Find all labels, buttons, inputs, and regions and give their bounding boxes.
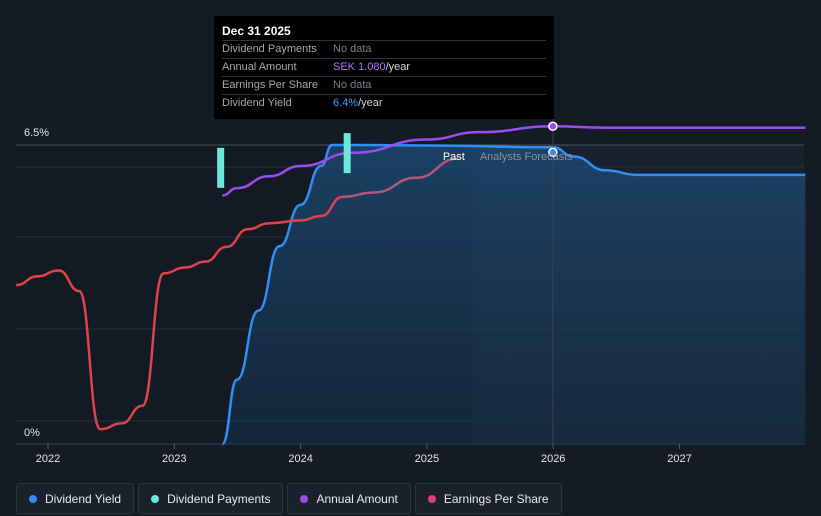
tooltip-label: Dividend Yield [222, 97, 292, 109]
earnings-per-share-line [16, 195, 343, 431]
tooltip-value: No data [333, 43, 372, 55]
tooltip-value: SEK 1.080 [333, 61, 386, 73]
x-tick-label: 2024 [288, 453, 312, 465]
legend-item-annual-amount[interactable]: Annual Amount [287, 483, 411, 514]
past-label: Past [443, 151, 465, 163]
tooltip-unit: /year [385, 61, 411, 73]
tooltip-unit: /year [358, 97, 383, 109]
tooltip-value: 6.4% [333, 97, 359, 109]
tooltip: Dec 31 2025 Dividend Payments No data An… [214, 16, 554, 119]
x-tick-label: 2025 [415, 453, 439, 465]
dividend-yield-area [222, 145, 806, 444]
legend-item-dividend-payments[interactable]: Dividend Payments [138, 483, 284, 514]
legend-label: Earnings Per Share [443, 491, 549, 506]
legend-item-earnings-per-share[interactable]: Earnings Per Share [414, 483, 562, 514]
legend-dot-icon [29, 494, 37, 503]
dividend-payment-bar [343, 133, 351, 174]
x-tick-label: 2026 [541, 453, 565, 465]
x-tick-label: 2022 [36, 453, 60, 465]
annual-amount-line [222, 125, 806, 197]
legend-label: Dividend Payments [167, 491, 271, 506]
tooltip-label: Earnings Per Share [222, 79, 318, 91]
legend: Dividend Yield Dividend Payments Annual … [16, 483, 562, 514]
x-tick-label: 2023 [162, 453, 186, 465]
series-lines [16, 125, 806, 446]
tooltip-row-dividend-payments: Dividend Payments No data [222, 40, 546, 58]
tooltip-row-earnings-per-share: Earnings Per Share No data [222, 76, 546, 94]
tooltip-row-dividend-yield: Dividend Yield 6.4%/year [222, 94, 546, 112]
x-tick-label: 2027 [667, 453, 691, 465]
dividend-yield-fill [222, 145, 806, 444]
dividend-yield-marker [548, 147, 558, 158]
annual-amount-marker [548, 121, 558, 132]
tooltip-date: Dec 31 2025 [222, 24, 291, 38]
legend-item-dividend-yield[interactable]: Dividend Yield [16, 483, 135, 514]
legend-dot-icon [427, 494, 436, 503]
tooltip-value: No data [333, 79, 372, 91]
earnings-per-share-line-recent [342, 157, 459, 199]
tooltip-label: Annual Amount [222, 61, 297, 73]
legend-dot-icon [300, 494, 309, 503]
legend-dot-icon [151, 494, 160, 503]
legend-label: Annual Amount [316, 491, 398, 506]
y-tick-label: 0% [24, 427, 40, 439]
tooltip-label: Dividend Payments [222, 43, 317, 55]
dividend-payment-bar [217, 147, 225, 188]
axis-labels: 0% 6.5% 2022 2023 2024 2025 2026 2027 Past Analys… [24, 127, 692, 465]
forecast-label: Analysts Forecasts [480, 151, 573, 163]
tooltip-row-annual-amount: Annual Amount SEK 1.080/year [222, 58, 546, 76]
y-tick-label: 6.5% [24, 127, 49, 139]
legend-label: Dividend Yield [45, 491, 122, 506]
